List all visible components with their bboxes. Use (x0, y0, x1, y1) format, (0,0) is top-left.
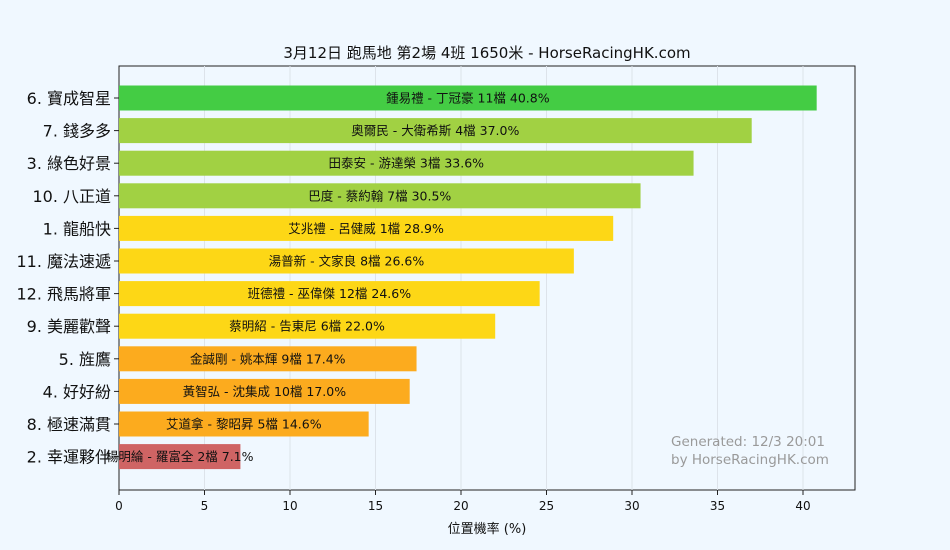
x-tick-label: 5 (201, 499, 209, 513)
bar (119, 313, 496, 339)
y-axis: 6. 寶成智星 7. 錢多多 3. 綠色好景 10. 八正道 1. 龍船快 11. 魔法速… (16, 89, 119, 467)
x-tick-label: 40 (795, 499, 810, 513)
bar-data-label: 巴度 - 蔡約翰 7檔 30.5% (308, 188, 451, 203)
x-axis-label: 位置機率 (%) (448, 521, 527, 537)
bar-data-label: 班德禮 - 巫偉傑 12檔 24.6% (248, 286, 412, 301)
category-label: 7. 錢多多 (43, 122, 111, 141)
bar-data-label: 楊明綸 - 羅富全 2檔 7.1% (106, 449, 254, 464)
x-axis: 0 5 10 15 20 25 30 35 40 (115, 490, 811, 513)
x-tick-label: 15 (368, 499, 383, 513)
bar (119, 183, 641, 209)
category-label: 2. 幸運夥伴 (27, 448, 111, 467)
chart-title: 3月12日 跑馬地 第2場 4班 1650米 - HorseRacingHK.c… (283, 44, 690, 62)
category-label: 12. 飛馬將軍 (16, 285, 111, 304)
bar-data-label: 黃智弘 - 沈集成 10檔 17.0% (183, 384, 347, 399)
x-tick-label: 20 (453, 499, 468, 513)
bar-data-label: 金誠剛 - 姚本輝 9檔 17.4% (190, 351, 346, 366)
category-label: 8. 極速滿貫 (27, 415, 111, 434)
bar (119, 248, 574, 274)
bar (119, 150, 694, 176)
bar (119, 411, 369, 437)
bar-data-label: 湯普新 - 文家良 8檔 26.6% (269, 254, 425, 269)
bar-data-label: 田泰安 - 游達榮 3檔 33.6% (328, 156, 484, 171)
category-label: 10. 八正道 (32, 187, 111, 206)
bar (119, 444, 241, 470)
category-label: 1. 龍船快 (43, 219, 111, 238)
x-tick-label: 30 (624, 499, 639, 513)
category-label: 11. 魔法速遞 (16, 252, 111, 271)
category-label: 3. 綠色好景 (27, 154, 111, 173)
bar (119, 118, 752, 144)
bars: 鍾易禮 - 丁冠豪 11檔 40.8% 奧爾民 - 大衛希斯 4檔 37.0% 田泰… (106, 85, 817, 470)
bar (119, 281, 540, 307)
x-tick-label: 10 (282, 499, 297, 513)
bar (119, 346, 417, 372)
x-tick-label: 35 (710, 499, 725, 513)
x-tick-label: 25 (539, 499, 554, 513)
bar-data-label: 蔡明紹 - 告東尼 6檔 22.0% (229, 319, 385, 334)
bar-data-label: 艾兆禮 - 呂健威 1檔 28.9% (288, 221, 444, 236)
watermark-site: by HorseRacingHK.com (671, 452, 829, 468)
bar-data-label: 艾道拿 - 黎昭昇 5檔 14.6% (166, 417, 322, 432)
category-label: 5. 旌鷹 (59, 350, 111, 369)
category-label: 6. 寶成智星 (27, 89, 111, 108)
bar-data-label: 奧爾民 - 大衛希斯 4檔 37.0% (351, 123, 519, 138)
bar (119, 215, 614, 241)
generated-timestamp: Generated: 12/3 20:01 (671, 434, 825, 450)
bar-data-label: 鍾易禮 - 丁冠豪 11檔 40.8% (386, 91, 550, 106)
bar (119, 85, 817, 111)
category-label: 4. 好好紛 (43, 382, 111, 401)
x-tick-label: 0 (115, 499, 123, 513)
bar (119, 378, 410, 404)
category-label: 9. 美麗歡聲 (27, 317, 111, 336)
